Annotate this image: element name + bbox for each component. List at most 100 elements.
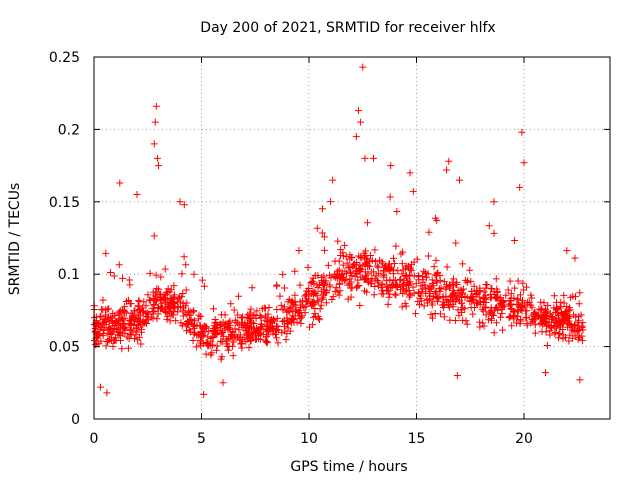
- data-point: [434, 297, 442, 305]
- data-point: [142, 302, 150, 310]
- data-point: [406, 169, 414, 177]
- data-point: [316, 305, 324, 313]
- data-point: [167, 309, 175, 317]
- data-point: [399, 282, 407, 290]
- data-point: [507, 294, 515, 302]
- data-point: [107, 268, 115, 276]
- data-point: [346, 268, 354, 276]
- data-point: [579, 337, 587, 345]
- data-point: [284, 298, 292, 306]
- data-point: [425, 252, 433, 260]
- data-point: [335, 272, 343, 280]
- data-point: [510, 308, 518, 316]
- data-point: [105, 305, 113, 313]
- data-point: [276, 292, 284, 300]
- data-point: [131, 307, 139, 315]
- data-point: [175, 294, 183, 302]
- data-point: [552, 306, 560, 314]
- data-point: [316, 316, 324, 324]
- data-point: [514, 277, 522, 285]
- data-point: [482, 284, 490, 292]
- data-point: [370, 291, 378, 299]
- y-tick-label: 0.25: [49, 50, 80, 66]
- data-point: [342, 253, 350, 261]
- data-point: [490, 290, 498, 298]
- data-point: [178, 322, 186, 330]
- data-point: [357, 118, 365, 126]
- data-point: [127, 300, 135, 308]
- data-point: [123, 333, 131, 341]
- data-point: [344, 295, 352, 303]
- data-points: [90, 63, 587, 398]
- data-point: [373, 262, 381, 270]
- data-point: [161, 265, 169, 273]
- data-point: [476, 301, 484, 309]
- data-point: [423, 295, 431, 303]
- data-point: [335, 291, 343, 299]
- data-point: [560, 299, 568, 307]
- data-point: [295, 247, 303, 255]
- data-point: [287, 303, 295, 311]
- data-point: [461, 276, 469, 284]
- data-point: [186, 308, 194, 316]
- data-point: [516, 320, 524, 328]
- data-point: [301, 309, 309, 317]
- data-point: [91, 328, 99, 336]
- data-point: [379, 290, 387, 298]
- data-point: [527, 291, 535, 299]
- data-point: [127, 331, 135, 339]
- data-point: [124, 344, 132, 352]
- data-point: [505, 314, 513, 322]
- data-point: [253, 335, 261, 343]
- data-point: [433, 293, 441, 301]
- data-point: [497, 313, 505, 321]
- data-point: [432, 256, 440, 264]
- data-point: [346, 275, 354, 283]
- grid-layer: [94, 57, 610, 419]
- data-point: [278, 329, 286, 337]
- data-point: [202, 350, 210, 358]
- data-point: [352, 267, 360, 275]
- data-point: [467, 277, 475, 285]
- data-point: [217, 355, 225, 363]
- data-point: [363, 219, 371, 227]
- data-point: [356, 261, 364, 269]
- data-point: [409, 187, 417, 195]
- data-point: [245, 329, 253, 337]
- data-point: [308, 299, 316, 307]
- data-point: [224, 326, 232, 334]
- data-point: [378, 258, 386, 266]
- data-point: [332, 284, 340, 292]
- data-point: [119, 330, 127, 338]
- data-point: [130, 313, 138, 321]
- data-point: [531, 329, 539, 337]
- data-point: [260, 304, 268, 312]
- data-point: [571, 254, 579, 262]
- data-point: [560, 291, 568, 299]
- data-point: [563, 247, 571, 255]
- data-point: [371, 246, 379, 254]
- data-point: [370, 154, 377, 162]
- data-point: [386, 260, 394, 268]
- data-point: [440, 313, 448, 321]
- chart-title: Day 200 of 2021, SRMTID for receiver hlf…: [200, 20, 495, 36]
- data-point: [95, 339, 103, 347]
- data-point: [388, 284, 396, 292]
- data-point: [146, 269, 154, 277]
- data-point: [224, 346, 232, 354]
- data-point: [185, 318, 193, 326]
- data-point: [319, 294, 327, 302]
- data-point: [455, 311, 463, 319]
- data-point: [306, 323, 314, 331]
- data-point: [245, 314, 253, 322]
- data-point: [527, 319, 535, 327]
- data-point: [378, 287, 386, 295]
- data-point: [345, 264, 353, 272]
- data-point: [575, 312, 583, 320]
- data-point: [557, 302, 565, 310]
- data-point: [432, 277, 440, 285]
- y-tick-label: 0.2: [58, 122, 80, 138]
- data-point: [575, 325, 583, 333]
- data-point: [351, 273, 359, 281]
